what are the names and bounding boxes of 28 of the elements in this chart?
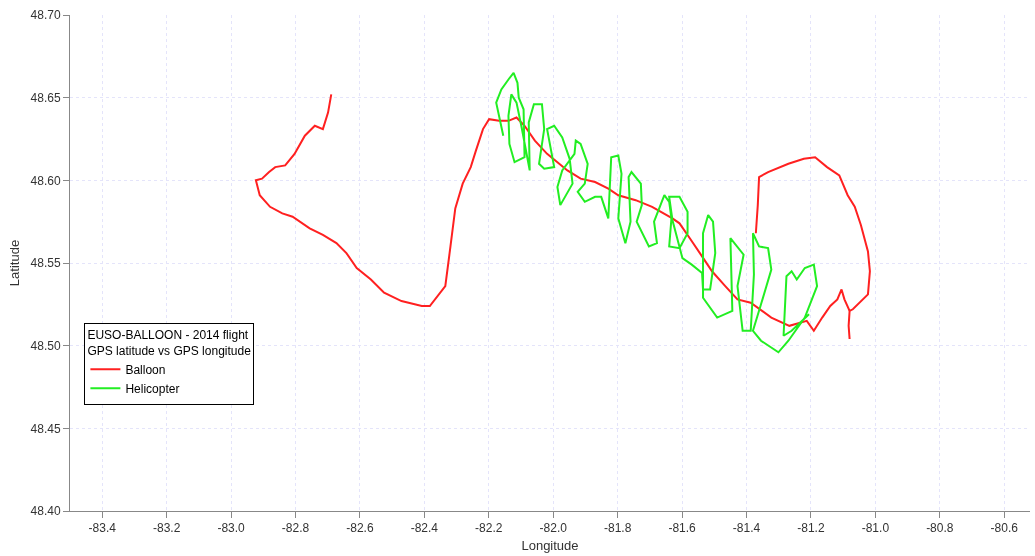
y-axis-title: Latitude	[6, 239, 22, 287]
line-series	[495, 71, 819, 354]
legend-label: Balloon	[125, 362, 166, 377]
x-tick-label: -83.4	[88, 521, 117, 536]
y-tick-label: 48.45	[30, 421, 61, 436]
x-tick-label: -82.2	[475, 521, 503, 536]
legend-label: Helicopter	[125, 381, 180, 396]
x-tick-label: -81.4	[732, 521, 761, 536]
legend-title: EUSO-BALLOON - 2014 flight GPS latitude vs GPS longitude	[87, 328, 252, 358]
x-tick-label: -82.0	[539, 521, 568, 536]
x-axis-title: Longitude	[521, 538, 579, 553]
x-tick-label: -82.4	[410, 521, 439, 536]
y-tick-label: 48.55	[30, 256, 61, 271]
y-tick-label: 48.50	[30, 338, 61, 353]
x-tick-label: -81.0	[861, 521, 890, 536]
x-tick-label: -81.2	[797, 521, 825, 536]
y-tick-label: 48.40	[30, 504, 61, 519]
y-tick-label: 48.70	[30, 8, 61, 23]
x-tick-label: -81.6	[668, 521, 697, 536]
x-tick-label: -80.8	[926, 521, 954, 536]
x-tick-label: -81.8	[603, 521, 632, 536]
x-tick-label: -80.6	[990, 521, 1019, 536]
x-tick-label: -82.8	[281, 521, 310, 536]
x-tick-label: -83.0	[217, 521, 246, 536]
x-tick-label: -83.2	[152, 521, 181, 536]
y-tick-label: 48.65	[30, 90, 61, 105]
x-tick-label: -82.6	[346, 521, 374, 536]
y-tick-label: 48.60	[30, 173, 61, 188]
